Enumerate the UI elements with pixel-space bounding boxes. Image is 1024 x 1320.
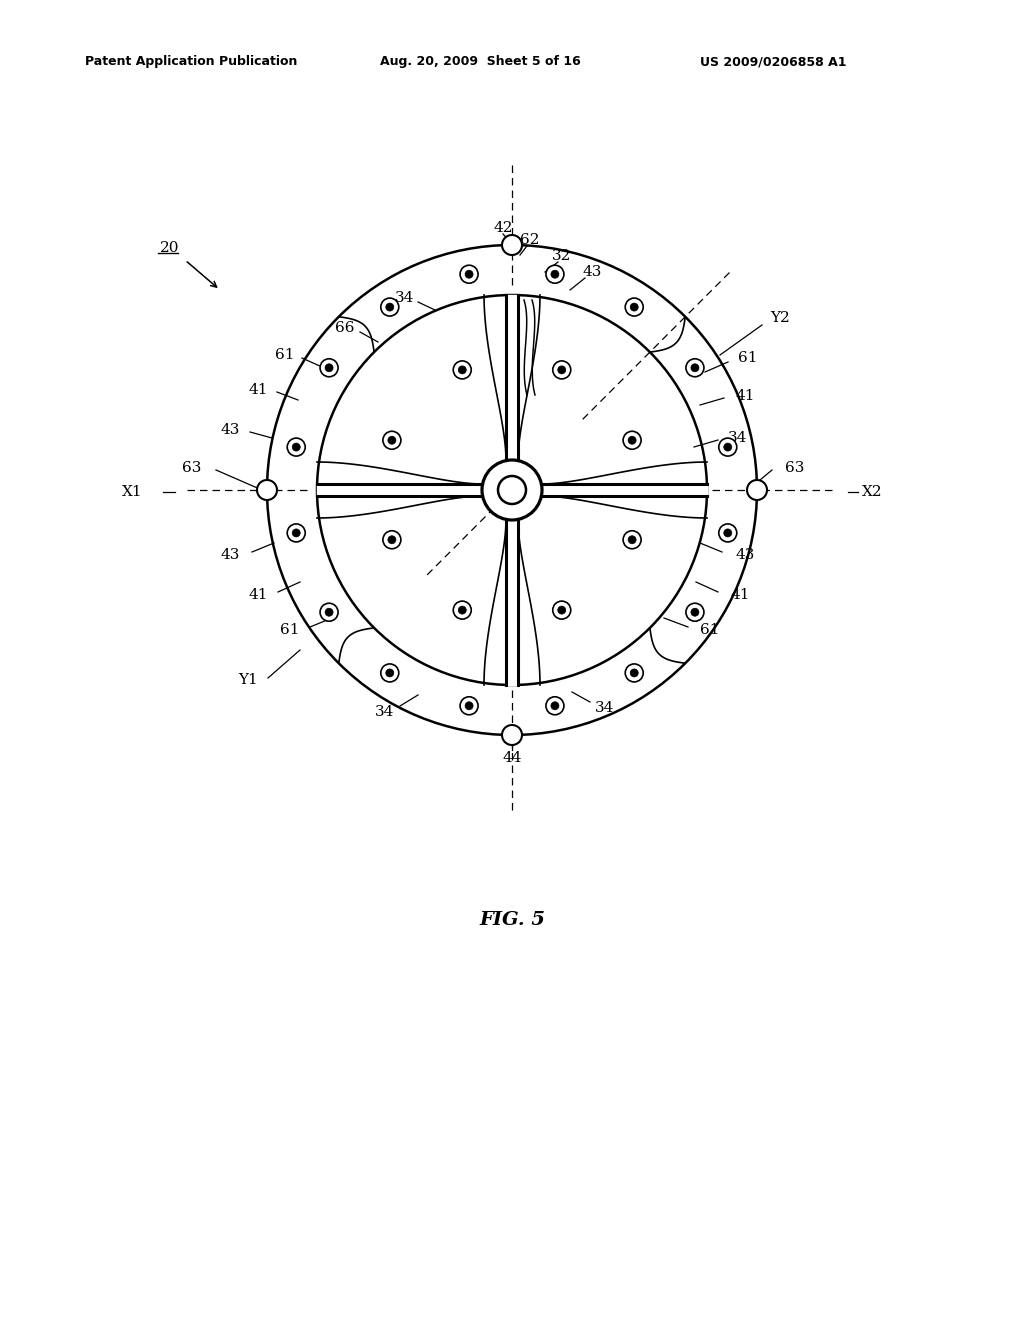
- Text: 41: 41: [735, 389, 755, 403]
- Circle shape: [546, 265, 564, 284]
- Text: 61: 61: [275, 348, 295, 362]
- Circle shape: [502, 725, 522, 744]
- Text: Y1: Y1: [239, 673, 258, 686]
- Polygon shape: [506, 294, 518, 459]
- Circle shape: [558, 606, 565, 614]
- Circle shape: [628, 536, 636, 544]
- Circle shape: [383, 531, 400, 549]
- Text: X1: X1: [122, 484, 142, 499]
- Text: US 2009/0206858 A1: US 2009/0206858 A1: [700, 55, 847, 69]
- Circle shape: [546, 697, 564, 714]
- Circle shape: [257, 480, 278, 500]
- Circle shape: [287, 524, 305, 543]
- Circle shape: [498, 477, 526, 504]
- Circle shape: [383, 432, 400, 449]
- Circle shape: [630, 304, 638, 312]
- Circle shape: [292, 444, 300, 451]
- Circle shape: [624, 432, 641, 449]
- Circle shape: [553, 601, 570, 619]
- Circle shape: [624, 531, 641, 549]
- Text: 41: 41: [248, 383, 267, 397]
- Text: 34: 34: [595, 701, 614, 715]
- Circle shape: [628, 436, 636, 445]
- Circle shape: [626, 298, 643, 315]
- Circle shape: [325, 609, 333, 616]
- Circle shape: [724, 529, 732, 537]
- Circle shape: [630, 669, 638, 677]
- Polygon shape: [317, 484, 482, 496]
- Circle shape: [746, 480, 767, 500]
- Text: 61: 61: [700, 623, 720, 638]
- Circle shape: [388, 536, 396, 544]
- Text: 34: 34: [728, 432, 748, 445]
- Text: Aug. 20, 2009  Sheet 5 of 16: Aug. 20, 2009 Sheet 5 of 16: [380, 55, 581, 69]
- Circle shape: [558, 366, 565, 374]
- Text: 61: 61: [281, 623, 300, 638]
- Circle shape: [482, 459, 542, 520]
- Text: 41: 41: [248, 587, 267, 602]
- Circle shape: [460, 265, 478, 284]
- Circle shape: [691, 609, 699, 616]
- Circle shape: [386, 304, 394, 312]
- Text: 63: 63: [182, 461, 202, 475]
- Text: 66: 66: [335, 321, 354, 335]
- Circle shape: [686, 603, 703, 622]
- Circle shape: [626, 664, 643, 682]
- Text: 41: 41: [730, 587, 750, 602]
- Circle shape: [502, 235, 522, 255]
- Circle shape: [719, 438, 737, 457]
- Circle shape: [465, 702, 473, 710]
- Circle shape: [691, 364, 699, 372]
- Circle shape: [381, 298, 398, 315]
- Circle shape: [551, 271, 559, 279]
- Circle shape: [459, 606, 466, 614]
- Polygon shape: [506, 520, 518, 685]
- Text: 63: 63: [785, 461, 805, 475]
- Text: 61: 61: [738, 351, 758, 366]
- Text: 34: 34: [376, 705, 394, 719]
- Circle shape: [388, 436, 396, 445]
- Text: Patent Application Publication: Patent Application Publication: [85, 55, 297, 69]
- Circle shape: [719, 524, 737, 543]
- Text: 43: 43: [220, 422, 240, 437]
- Circle shape: [686, 359, 703, 376]
- Text: 43: 43: [220, 548, 240, 562]
- Circle shape: [381, 664, 398, 682]
- Circle shape: [325, 364, 333, 372]
- Text: 44: 44: [502, 751, 522, 766]
- Circle shape: [292, 529, 300, 537]
- Circle shape: [460, 697, 478, 714]
- Circle shape: [386, 669, 394, 677]
- Text: 34: 34: [395, 290, 415, 305]
- Circle shape: [459, 366, 466, 374]
- Text: 62: 62: [520, 234, 540, 247]
- Text: FIG. 5: FIG. 5: [479, 911, 545, 929]
- Text: 20: 20: [160, 242, 179, 255]
- Text: X2: X2: [862, 484, 883, 499]
- Circle shape: [454, 360, 471, 379]
- Circle shape: [551, 702, 559, 710]
- Circle shape: [553, 360, 570, 379]
- Circle shape: [454, 601, 471, 619]
- Polygon shape: [542, 484, 707, 496]
- Text: 32: 32: [552, 249, 571, 263]
- Circle shape: [465, 271, 473, 279]
- Text: 43: 43: [735, 548, 755, 562]
- Text: Y2: Y2: [770, 312, 790, 325]
- Circle shape: [321, 359, 338, 376]
- Circle shape: [724, 444, 732, 451]
- Text: 43: 43: [583, 265, 602, 279]
- Text: 42: 42: [494, 220, 513, 235]
- Circle shape: [321, 603, 338, 622]
- Circle shape: [287, 438, 305, 457]
